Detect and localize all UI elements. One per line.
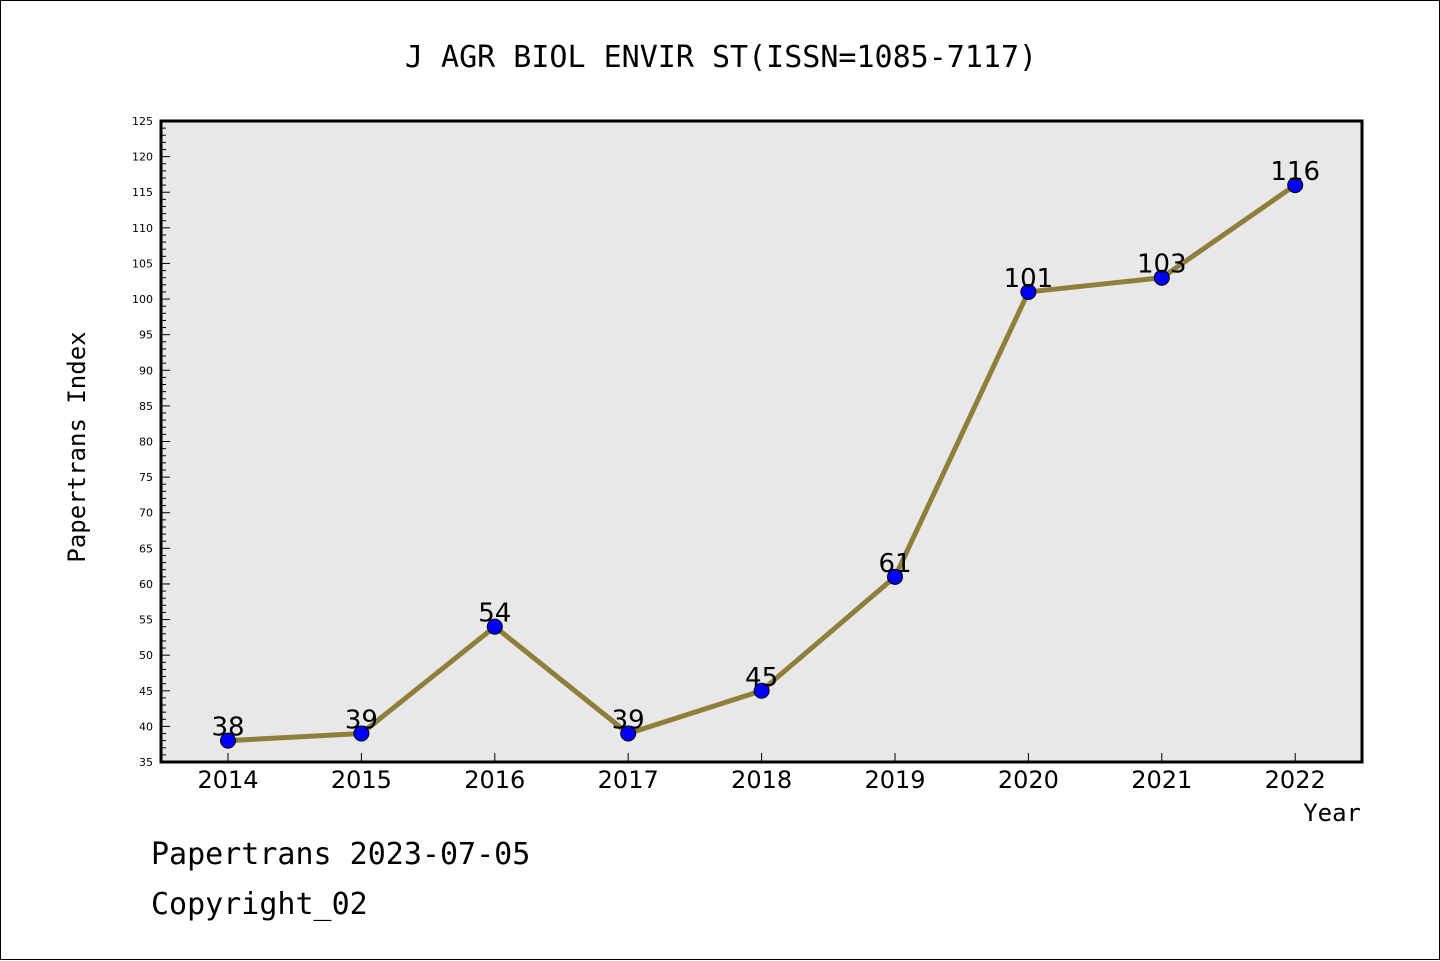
y-tick-label: 65 [139,542,153,555]
y-tick-label: 115 [132,186,153,199]
y-tick-label: 85 [139,400,153,413]
data-labels: 38 39 54 39 45 61 101 103 116 [211,157,1320,743]
y-tick-label: 75 [139,471,153,484]
x-tick-label: 2015 [331,766,392,794]
chart-title: J AGR BIOL ENVIR ST(ISSN=1085-7117) [405,40,1037,75]
y-axis-label: Papertrans Index [63,331,91,562]
y-tick-label: 120 [132,151,153,164]
series-markers [220,177,1304,749]
x-tick-label: 2016 [464,766,525,794]
data-label: 54 [478,599,511,629]
data-point [486,618,503,635]
y-tick-label: 90 [139,364,153,377]
data-point [753,682,770,699]
y-tick-label: 45 [139,685,153,698]
y-tick-label: 50 [139,649,153,662]
data-label: 45 [745,663,778,693]
footer-date: Papertrans 2023-07-05 [151,837,531,872]
y-tick-label: 125 [132,115,153,128]
y-tick-label: 100 [132,293,153,306]
data-label: 38 [211,713,244,743]
x-tick-label: 2014 [197,766,258,794]
data-label: 116 [1270,157,1320,187]
data-label: 61 [878,549,911,579]
y-tick-label: 60 [139,578,153,591]
y-tick-label: 95 [139,329,153,342]
data-point [887,568,903,585]
x-tick-label: 2019 [864,766,925,794]
plot-border [159,119,1364,764]
x-tick-label: 2020 [998,766,1059,794]
y-tick-label: 35 [139,756,153,769]
y-tick-label: 55 [139,614,153,627]
data-label: 103 [1137,250,1187,280]
x-axis-label: Year [1303,799,1361,827]
y-tick-label: 70 [139,507,153,520]
data-point [620,725,637,742]
data-label: 101 [1004,264,1054,294]
data-point [1287,177,1304,194]
x-tick-label: 2018 [731,766,792,794]
y-tick-label: 105 [132,257,153,270]
plot-area [161,121,1362,762]
data-label: 39 [345,706,378,736]
y-axis: 35 40 45 50 55 60 65 70 75 80 85 90 95 100 105 110 115 12… [132,115,170,769]
x-tick-label: 2022 [1265,766,1326,794]
data-point [353,725,370,742]
x-tick-label: 2021 [1131,766,1192,794]
data-point [1153,269,1170,286]
y-tick-label: 80 [139,436,153,449]
y-tick-label: 40 [139,720,153,733]
footer-copyright: Copyright_02 [151,887,368,922]
y-tick-label: 110 [132,222,153,235]
data-point [1020,283,1037,300]
data-point [220,732,236,749]
data-label: 39 [612,706,645,736]
x-tick-label: 2017 [598,766,659,794]
